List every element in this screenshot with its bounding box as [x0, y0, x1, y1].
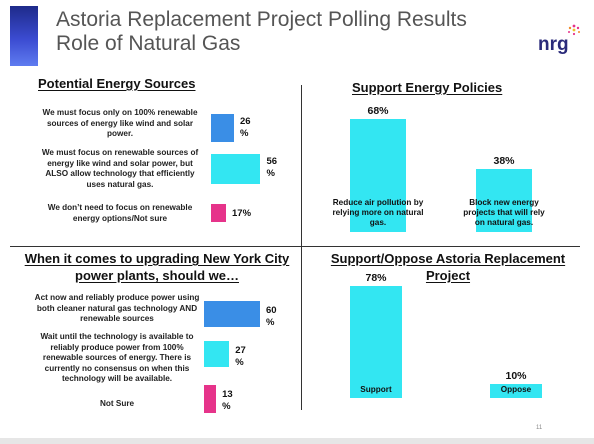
- value-label: 26 %: [239, 116, 251, 139]
- category-label: Block new energy projects that will rely…: [463, 198, 545, 227]
- value-label: 10%: [505, 369, 527, 382]
- slide-title: Astoria Replacement Project Polling Resu…: [56, 8, 526, 56]
- category-label: We must focus on renewable sources of en…: [41, 148, 199, 189]
- nrg-logo-dots-icon: [568, 24, 580, 36]
- bar: [350, 285, 402, 398]
- slide-title-line1: Astoria Replacement Project Polling Resu…: [56, 8, 467, 31]
- bar: [350, 118, 406, 232]
- category-label: Reduce air pollution by relying more on …: [332, 198, 424, 227]
- bar: [204, 301, 260, 327]
- bar: [211, 154, 261, 184]
- quadrant-divider-vertical: [301, 85, 302, 410]
- bar: [490, 383, 542, 398]
- bar: [211, 114, 234, 142]
- q3-title: When it comes to upgrading New York City…: [24, 251, 290, 283]
- slide-title-line2: Role of Natural Gas: [56, 32, 241, 55]
- value-label: 27 %: [235, 345, 246, 368]
- bar: [204, 341, 230, 367]
- value-label: 60 %: [266, 305, 277, 328]
- bar: [476, 168, 532, 232]
- category-label: Oppose: [500, 385, 532, 394]
- value-label: 17%: [232, 208, 252, 219]
- q2-title: Support Energy Policies: [352, 80, 503, 95]
- nrg-logo: nrg: [538, 24, 586, 56]
- nrg-logo-text: nrg: [538, 34, 569, 55]
- category-label: Support: [360, 385, 392, 394]
- q4-title: Support/Oppose Astoria Replacement Proje…: [330, 251, 566, 283]
- category-label: We don’t need to focus on renewable ener…: [47, 203, 193, 223]
- page-number: 11: [536, 425, 543, 431]
- accent-bar: [10, 6, 38, 66]
- category-label: Not Sure: [99, 399, 135, 408]
- category-label: We must focus only on 100% renewable sou…: [42, 108, 198, 138]
- value-label: 56 %: [266, 156, 278, 179]
- quadrant-divider-horizontal: [10, 246, 580, 247]
- bottom-rule: [0, 438, 594, 444]
- value-label: 68%: [367, 104, 389, 117]
- value-label: 78%: [365, 271, 387, 284]
- value-label: 38%: [493, 154, 515, 167]
- q1-title: Potential Energy Sources: [38, 76, 196, 91]
- category-label: Act now and reliably produce power using…: [34, 293, 200, 323]
- bar: [211, 204, 227, 222]
- bar: [204, 385, 217, 413]
- category-label: Wait until the technology is available t…: [40, 332, 194, 383]
- value-label: 13 %: [222, 389, 233, 412]
